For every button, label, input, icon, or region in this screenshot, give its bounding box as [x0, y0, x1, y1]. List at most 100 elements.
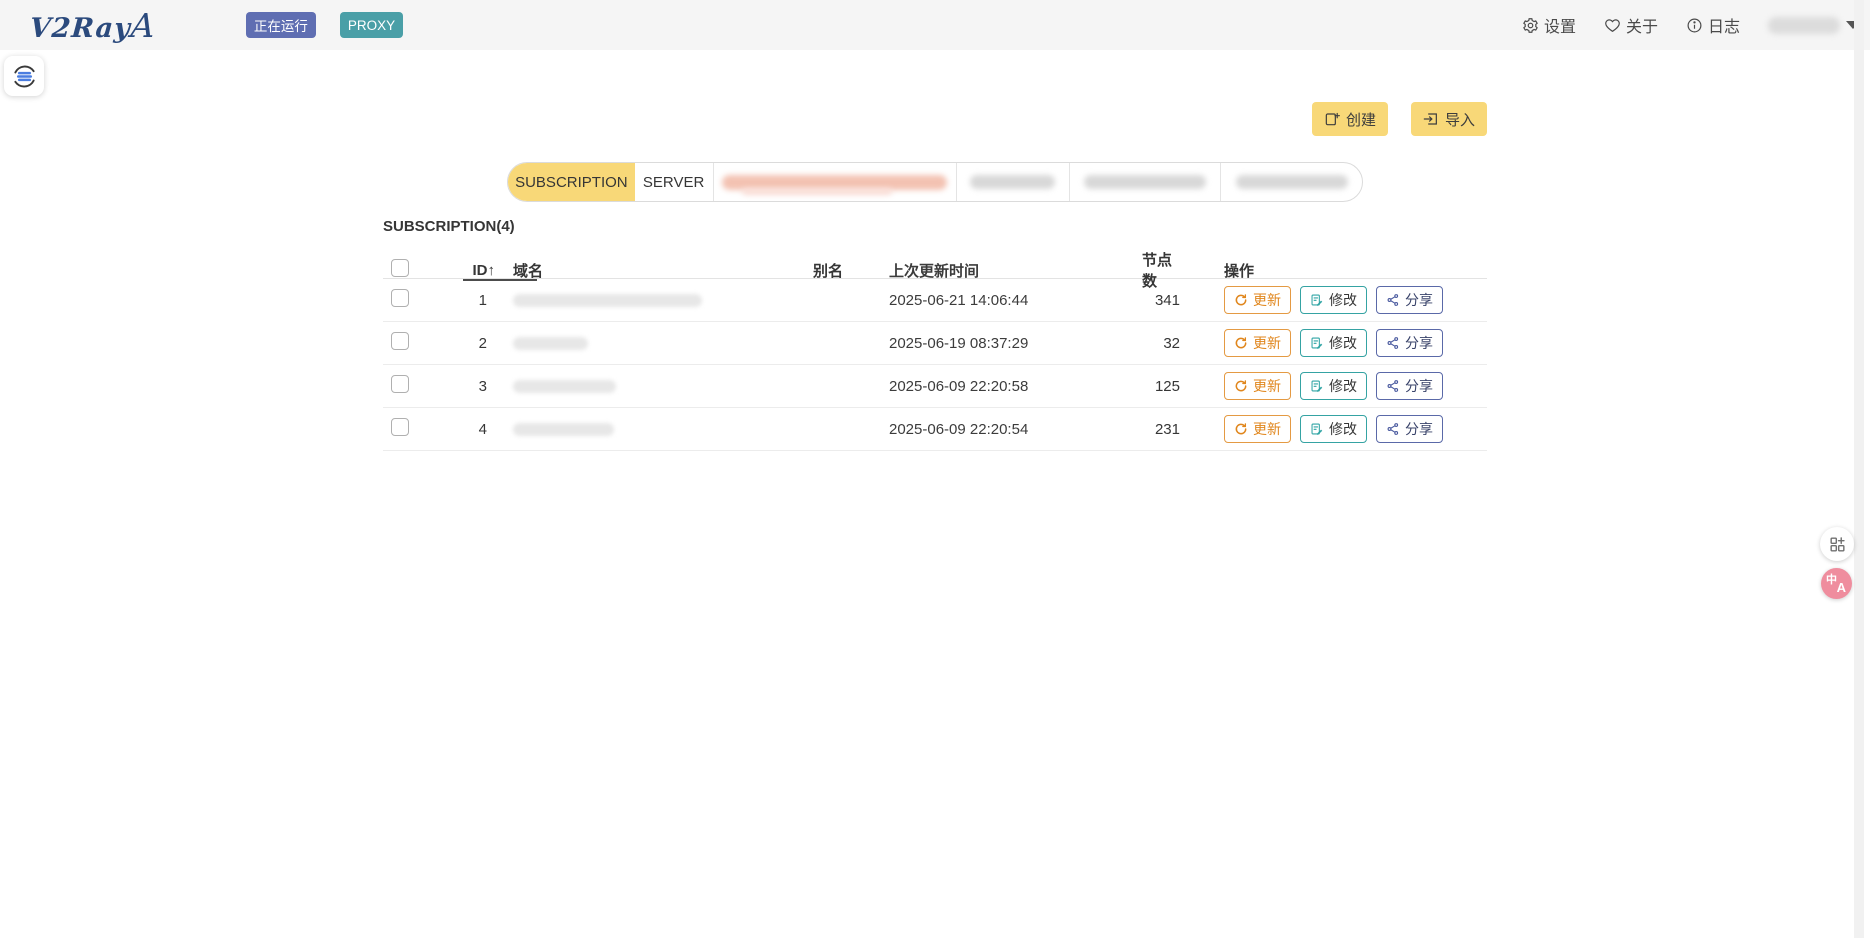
share-button[interactable]: 分享 — [1376, 372, 1443, 400]
nav-logs[interactable]: 日志 — [1686, 13, 1740, 37]
share-button[interactable]: 分享 — [1376, 329, 1443, 357]
clipboard-plus-icon — [1325, 112, 1340, 126]
share-nodes-icon — [1387, 423, 1399, 435]
redacted-tab-sublabel — [741, 188, 892, 195]
tab-server[interactable]: SERVER — [642, 173, 705, 191]
tab-redacted-4[interactable] — [1220, 163, 1362, 201]
nav-about[interactable]: 关于 — [1604, 13, 1658, 37]
update-button[interactable]: 更新 — [1224, 415, 1291, 443]
heart-icon — [1605, 18, 1620, 32]
tab-redacted-3[interactable] — [1068, 163, 1221, 201]
share-button-label: 分享 — [1405, 421, 1433, 437]
redacted-tab-label — [1083, 175, 1206, 189]
info-icon — [1687, 18, 1702, 32]
update-button-label: 更新 — [1253, 292, 1281, 308]
refresh-icon — [1235, 380, 1247, 392]
create-button-label: 创建 — [1345, 111, 1376, 129]
top-bar: V2RayA 正在运行 PROXY 设置 关于 日志 — [0, 0, 1870, 50]
update-button[interactable]: 更新 — [1224, 329, 1291, 357]
share-nodes-icon — [1387, 380, 1399, 392]
translate-icon: A — [1836, 580, 1846, 595]
nav-settings[interactable]: 设置 — [1522, 13, 1576, 37]
column-header-alias[interactable]: 别名 — [813, 262, 844, 280]
row-checkbox[interactable] — [391, 332, 409, 350]
edit-icon — [1311, 337, 1323, 349]
modify-button-label: 修改 — [1329, 292, 1357, 308]
edit-icon — [1311, 294, 1323, 306]
row-id: 4 — [478, 420, 487, 438]
modify-button[interactable]: 修改 — [1300, 286, 1367, 314]
table-row: 4 2025-06-09 22:20:54 231 更新 修改 分享 — [383, 408, 1487, 451]
row-checkbox[interactable] — [391, 418, 409, 436]
modify-button-label: 修改 — [1329, 421, 1357, 437]
tab-redacted-2[interactable] — [955, 163, 1069, 201]
row-node-count: 125 — [1154, 377, 1180, 395]
row-id: 1 — [478, 291, 487, 309]
proxy-badge[interactable]: PROXY — [339, 12, 404, 38]
share-button-label: 分享 — [1405, 292, 1433, 308]
tab-subscription[interactable]: SUBSCRIPTION — [508, 163, 635, 201]
import-button-label: 导入 — [1444, 111, 1475, 129]
column-header-domain[interactable]: 域名 — [513, 262, 544, 280]
column-header-actions: 操作 — [1224, 262, 1255, 280]
redacted-tab-label — [1235, 175, 1348, 189]
modify-button-label: 修改 — [1329, 378, 1357, 394]
column-id-label: ID — [472, 261, 488, 279]
row-checkbox[interactable] — [391, 375, 409, 393]
row-node-count: 231 — [1154, 420, 1180, 438]
row-updated: 2025-06-21 14:06:44 — [889, 291, 1029, 309]
sort-asc-icon: ↑ — [487, 261, 496, 279]
status-badge: 正在运行 — [245, 12, 316, 38]
tab-redacted-1[interactable] — [712, 163, 956, 201]
column-header-nodes[interactable]: 节点数 — [1142, 252, 1173, 290]
redacted-tab-label — [722, 174, 948, 190]
select-all-checkbox[interactable] — [391, 259, 409, 277]
refresh-icon — [1235, 423, 1247, 435]
chevron-down-icon — [1846, 21, 1860, 29]
scrollbar-track[interactable] — [1854, 0, 1864, 938]
row-id: 3 — [478, 377, 487, 395]
tab-bar: SUBSCRIPTION SERVER — [507, 162, 1363, 202]
update-button[interactable]: 更新 — [1224, 372, 1291, 400]
update-button-label: 更新 — [1253, 421, 1281, 437]
table-header-row: ID↑ 域名 别名 上次更新时间 节点数 操作 — [383, 249, 1487, 290]
user-menu[interactable] — [1768, 16, 1860, 34]
toolbar: 创建 导入 — [383, 102, 1487, 136]
table-row: 1 2025-06-21 14:06:44 341 更新 修改 分享 — [383, 279, 1487, 322]
translate-icon: 中 — [1826, 574, 1837, 586]
update-button[interactable]: 更新 — [1224, 286, 1291, 314]
row-node-count: 32 — [1163, 334, 1180, 352]
column-header-updated[interactable]: 上次更新时间 — [889, 262, 980, 280]
import-icon — [1423, 113, 1437, 125]
app-logo[interactable]: V2RayA — [29, 6, 157, 45]
row-id: 2 — [478, 334, 487, 352]
row-checkbox[interactable] — [391, 289, 409, 307]
share-button[interactable]: 分享 — [1376, 415, 1443, 443]
import-button[interactable]: 导入 — [1410, 102, 1487, 136]
nav-about-label: 关于 — [1625, 19, 1658, 36]
edit-icon — [1311, 423, 1323, 435]
gear-icon — [1523, 17, 1538, 33]
modify-button[interactable]: 修改 — [1300, 329, 1367, 357]
redacted-tab-label — [970, 175, 1056, 189]
modify-button[interactable]: 修改 — [1300, 415, 1367, 443]
update-button-label: 更新 — [1253, 335, 1281, 351]
language-switch-button[interactable]: 中 A — [1821, 568, 1852, 599]
subscription-table: ID↑ 域名 别名 上次更新时间 节点数 操作 1 2025-06-21 14:… — [383, 249, 1487, 451]
connection-status-widget[interactable] — [4, 56, 44, 96]
redacted-domain — [513, 293, 702, 307]
update-button-label: 更新 — [1253, 378, 1281, 394]
grid-add-button[interactable] — [1820, 527, 1854, 561]
table-row: 3 2025-06-09 22:20:58 125 更新 修改 分享 — [383, 365, 1487, 408]
row-updated: 2025-06-09 22:20:54 — [889, 420, 1029, 438]
edit-icon — [1311, 380, 1323, 392]
share-button-label: 分享 — [1405, 335, 1433, 351]
refresh-icon — [1235, 294, 1247, 306]
share-button[interactable]: 分享 — [1376, 286, 1443, 314]
create-button[interactable]: 创建 — [1311, 102, 1388, 136]
column-header-id[interactable]: ID↑ — [419, 261, 537, 281]
redacted-domain — [513, 379, 616, 393]
row-updated: 2025-06-19 08:37:29 — [889, 334, 1029, 352]
modify-button[interactable]: 修改 — [1300, 372, 1367, 400]
redacted-domain — [513, 422, 614, 436]
